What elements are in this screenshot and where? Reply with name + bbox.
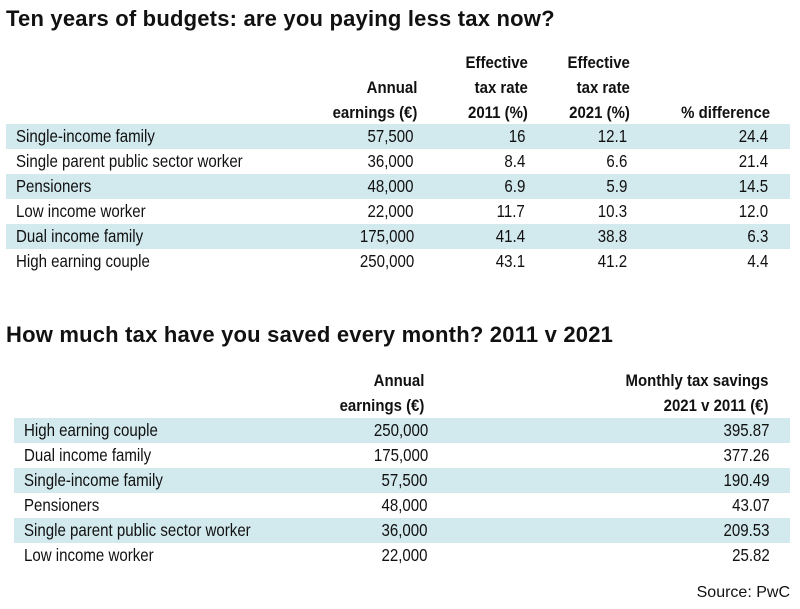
cell-label: Single parent public sector worker (24, 520, 251, 540)
table-row: High earning couple 250,000 43.1 41.2 4.4 (6, 249, 790, 274)
cell-earnings: 175,000 (373, 445, 428, 465)
cell-label: Low income worker (24, 545, 154, 565)
t2-header-savings: Monthly tax savings 2021 v 2011 (€) (625, 368, 768, 418)
cell-earnings: 22,000 (367, 201, 414, 221)
cell-rate-2021: 38.8 (597, 226, 627, 246)
cell-earnings: 57,500 (367, 126, 414, 146)
cell-rate-2021: 10.3 (597, 201, 627, 221)
table-row: Low income worker 22,000 25.82 (14, 543, 790, 568)
cell-label: High earning couple (24, 420, 158, 440)
cell-label: Single-income family (24, 470, 163, 490)
cell-rate-2021: 5.9 (606, 176, 627, 196)
cell-monthly-savings: 209.53 (723, 520, 770, 540)
table-row: Single parent public sector worker 36,000… (6, 149, 790, 174)
table-row: Dual income family 175,000 377.26 (14, 443, 790, 468)
table-row: Single-income family 57,500 16 12.1 24.4 (6, 124, 790, 149)
cell-rate-2021: 12.1 (597, 126, 627, 146)
t1-header-rate2021-line: tax rate (576, 78, 630, 97)
table-row: Single parent public sector worker 36,000… (14, 518, 790, 543)
cell-monthly-savings: 25.82 (732, 545, 770, 565)
cell-difference: 21.4 (738, 151, 768, 171)
cell-rate-2011: 16 (508, 126, 525, 146)
t1-header-rate2011-line: Effective (465, 53, 528, 72)
cell-earnings: 175,000 (359, 226, 414, 246)
cell-rate-2011: 41.4 (495, 226, 525, 246)
cell-monthly-savings: 395.87 (723, 420, 770, 440)
cell-label: Dual income family (24, 445, 152, 465)
cell-label: Pensioners (16, 176, 92, 196)
t1-header-earnings: Annual earnings (€) (332, 75, 417, 125)
t1-header-rate2011-line: tax rate (474, 78, 528, 97)
t2-header-earnings-line: earnings (€) (339, 396, 424, 415)
t1-header-rate2011: Effective tax rate 2011 (%) (466, 50, 528, 125)
table-row: Pensioners 48,000 6.9 5.9 14.5 (6, 174, 790, 199)
cell-monthly-savings: 190.49 (723, 470, 770, 490)
t1-header-earnings-line: earnings (€) (332, 103, 417, 122)
t1-header-rate2021-line: 2021 (%) (569, 103, 630, 122)
t2-header-earnings: Annual earnings (€) (339, 368, 424, 418)
table-row: Single-income family 57,500 190.49 (14, 468, 790, 493)
cell-earnings: 57,500 (381, 470, 428, 490)
cell-difference: 12.0 (738, 201, 768, 221)
cell-rate-2011: 6.9 (504, 176, 525, 196)
t1-header-rate2021-line: Effective (567, 53, 630, 72)
cell-earnings: 36,000 (367, 151, 414, 171)
cell-earnings: 250,000 (359, 251, 414, 271)
cell-earnings: 48,000 (381, 495, 428, 515)
cell-label: High earning couple (16, 251, 150, 271)
cell-earnings: 36,000 (381, 520, 428, 540)
cell-difference: 6.3 (747, 226, 768, 246)
t1-header-rate2021: Effective tax rate 2021 (%) (568, 50, 630, 125)
cell-label: Dual income family (16, 226, 144, 246)
source-note: Source: PwC (696, 584, 790, 601)
cell-label: Single parent public sector worker (16, 151, 243, 171)
t2-header-savings-line: 2021 v 2011 (€) (663, 396, 768, 415)
cell-rate-2011: 11.7 (496, 201, 525, 221)
cell-difference: 4.4 (747, 251, 768, 271)
cell-label: Low income worker (16, 201, 146, 221)
cell-rate-2021: 41.2 (597, 251, 627, 271)
table-row: Pensioners 48,000 43.07 (14, 493, 790, 518)
cell-monthly-savings: 43.07 (732, 495, 770, 515)
table-row: Dual income family 175,000 41.4 38.8 6.3 (6, 224, 790, 249)
cell-difference: 14.5 (738, 176, 768, 196)
cell-label: Pensioners (24, 495, 100, 515)
t1-header-diff-line: % difference (681, 103, 770, 122)
t1-header-diff: % difference (681, 100, 770, 125)
cell-rate-2011: 43.1 (495, 251, 525, 271)
cell-rate-2011: 8.4 (504, 151, 525, 171)
cell-earnings: 48,000 (367, 176, 414, 196)
cell-rate-2021: 6.6 (606, 151, 627, 171)
t1-header-rate2011-line: 2011 (%) (468, 103, 528, 122)
t2-header-earnings-line: Annual (373, 371, 424, 390)
cell-earnings: 250,000 (373, 420, 428, 440)
cell-difference: 24.4 (738, 126, 768, 146)
table-row: High earning couple 250,000 395.87 (14, 418, 790, 443)
cell-earnings: 22,000 (381, 545, 428, 565)
table1-title: Ten years of budgets: are you paying les… (6, 6, 555, 31)
table2-title: How much tax have you saved every month?… (6, 322, 614, 347)
cell-label: Single-income family (16, 126, 155, 146)
t2-header-savings-line: Monthly tax savings (625, 371, 768, 390)
cell-monthly-savings: 377.26 (723, 445, 770, 465)
t1-header-earnings-line: Annual (366, 78, 417, 97)
table-row: Low income worker 22,000 11.7 10.3 12.0 (6, 199, 790, 224)
